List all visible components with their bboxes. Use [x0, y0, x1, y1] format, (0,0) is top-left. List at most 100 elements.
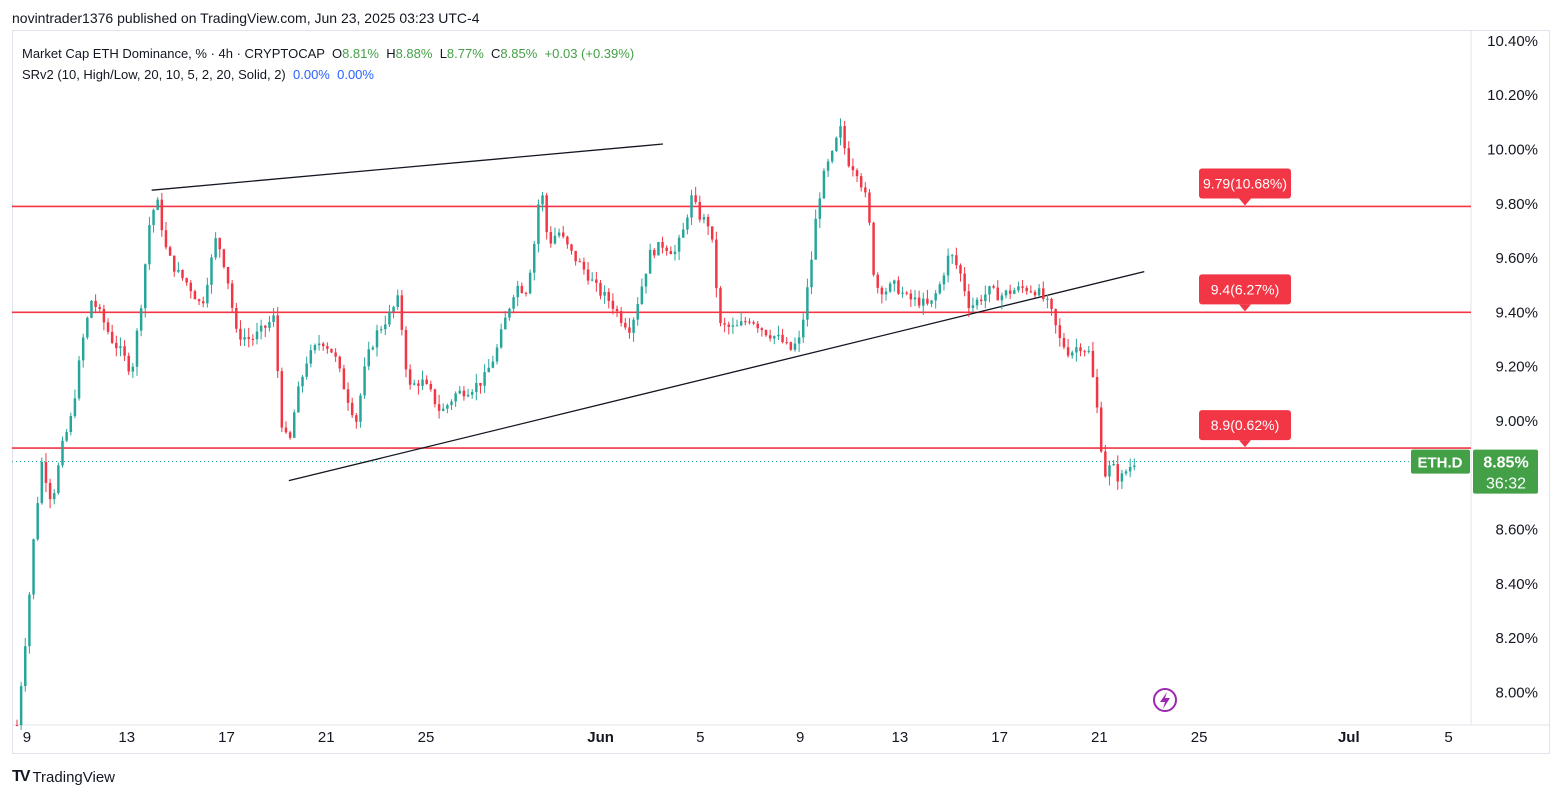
candle-body [148, 225, 151, 265]
candle-body [913, 297, 917, 300]
candle-body [979, 299, 983, 302]
tv-logo-icon: TV [12, 768, 31, 785]
candle-body [36, 503, 39, 540]
time-tick-label: 13 [118, 729, 135, 746]
low-value: 8.77% [446, 46, 484, 61]
candle-body [1128, 466, 1132, 472]
price-tick-label: 9.60% [1495, 250, 1538, 267]
candle-body [152, 209, 155, 226]
time-tick-label: 17 [218, 729, 235, 746]
candle-body [731, 325, 735, 327]
candle-body [355, 415, 358, 422]
candle-body [810, 259, 813, 288]
candle-body [69, 416, 73, 433]
candle-body [102, 308, 106, 323]
candle-body [806, 287, 809, 320]
time-axis[interactable]: 9 13 17 21 25 Jun 5 9 13 17 21 25 Jul 5 [12, 724, 1550, 746]
price-tick-label: 10.00% [1487, 141, 1538, 158]
candle-body [1025, 287, 1028, 292]
price-tags: ETH.D 8.85% 36:32 [1411, 449, 1538, 494]
candle-body [1017, 286, 1020, 291]
candle-body [545, 195, 548, 233]
chart-frame [12, 30, 1550, 754]
candle-body [847, 148, 851, 167]
symbol-title[interactable]: Market Cap ETH Dominance, % · 4h · CRYPT… [22, 46, 325, 61]
candle-body [768, 335, 772, 339]
candle-body [239, 328, 242, 340]
time-tick-label: 17 [991, 729, 1008, 746]
candle-body [950, 255, 954, 257]
candle-body [872, 222, 875, 275]
candle-body [1112, 464, 1115, 466]
candle-body [748, 321, 751, 323]
candle-body [648, 249, 652, 274]
lightning-icon-ring[interactable] [1153, 688, 1177, 712]
open-value: 8.81% [342, 46, 379, 61]
candle-body [789, 342, 793, 350]
tradingview-logo[interactable]: TV TradingView [12, 768, 115, 786]
candle-body [479, 382, 482, 386]
candle-body [222, 249, 226, 268]
candle-body [830, 151, 834, 162]
candle-body [115, 342, 118, 349]
candle-body [1029, 291, 1033, 293]
indicator-title[interactable]: SRv2 (10, High/Low, 20, 10, 5, 2, 20, So… [22, 67, 286, 82]
candle-body [214, 238, 217, 258]
candle-body [843, 126, 846, 149]
candle-body [739, 321, 743, 326]
trendline[interactable] [288, 270, 1145, 482]
candle-body [764, 330, 768, 336]
candle-body [802, 319, 805, 338]
candle-body [44, 462, 48, 483]
current-price-tag: 8.85% [1483, 455, 1528, 472]
candle-body [938, 284, 942, 294]
candle-body [276, 315, 279, 372]
candle-body [520, 285, 524, 293]
candle-body [288, 432, 292, 438]
candle-body [917, 297, 921, 306]
candle-body [264, 325, 267, 328]
time-tick-label: Jun [587, 729, 614, 746]
indicator-legend[interactable]: SRv2 (10, High/Low, 20, 10, 5, 2, 20, So… [22, 67, 374, 82]
price-axis[interactable]: 10.40% 10.20% 10.00% 9.80% 9.60% 9.40% 9.20% 9.… [1470, 30, 1538, 725]
candle-body [483, 372, 486, 386]
candle-body [926, 298, 929, 304]
candle-body [106, 322, 110, 332]
candle-body [400, 295, 404, 330]
candle-body [686, 217, 689, 230]
alert-icon[interactable] [1153, 688, 1177, 712]
price-tick-label: 10.40% [1487, 33, 1538, 50]
candle-body [756, 323, 759, 329]
candle-body [172, 255, 176, 272]
candle-body [1050, 298, 1053, 310]
candle-body [996, 287, 999, 301]
candle-body [177, 269, 180, 272]
candle-body [1120, 473, 1124, 482]
candle-body [48, 482, 52, 500]
candle-body [893, 280, 896, 284]
symbol-legend[interactable]: Market Cap ETH Dominance, % · 4h · CRYPT… [22, 46, 634, 61]
candle-body [1070, 352, 1074, 356]
candle-body [508, 308, 511, 318]
price-tick-label: 9.40% [1495, 304, 1538, 321]
candle-body [512, 297, 515, 309]
candle-body [164, 230, 168, 248]
candle-body [971, 305, 975, 308]
candle-body [247, 337, 250, 339]
candle-body [110, 331, 114, 343]
candle-body [454, 393, 457, 402]
candle-body [396, 295, 399, 307]
trendline[interactable] [151, 143, 663, 191]
candle-body [462, 390, 466, 397]
candle-body [1054, 309, 1057, 326]
candle-body [632, 319, 635, 333]
lightning-icon[interactable] [1160, 692, 1170, 709]
candle-body [305, 363, 308, 377]
candle-body [665, 247, 668, 252]
candle-body [884, 291, 888, 295]
candle-body [131, 366, 135, 372]
low-label: L [439, 46, 447, 61]
candle-body [425, 379, 428, 384]
candle-body [185, 278, 188, 283]
